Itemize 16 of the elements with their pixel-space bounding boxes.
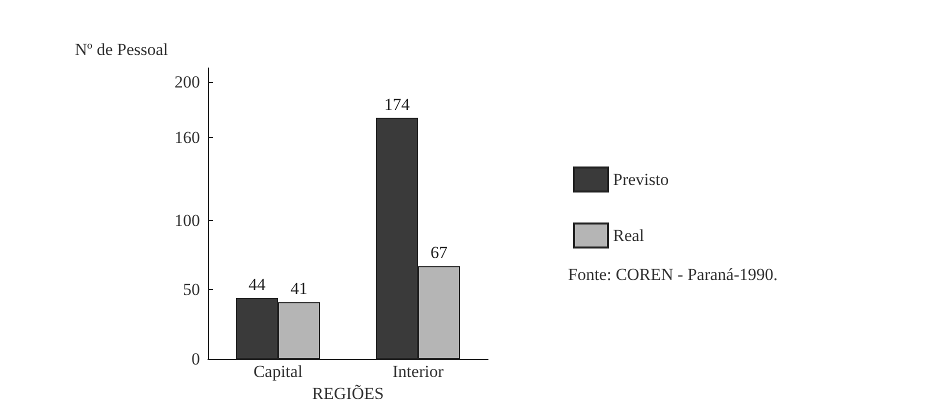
y-tick-label: 100 <box>174 210 200 230</box>
legend-label: Previsto <box>613 170 669 189</box>
x-tick-label: Capital <box>253 362 303 381</box>
source-note: Fonte: COREN - Paraná-1990. <box>568 265 778 284</box>
x-axis-title: REGIÕES <box>312 384 384 403</box>
y-tick-label: 160 <box>174 128 200 147</box>
data-label: 41 <box>290 279 308 298</box>
y-tick-label: 50 <box>183 280 200 300</box>
data-label: 174 <box>384 94 410 114</box>
x-tick-label: Interior <box>392 362 444 381</box>
y-tick-label: 0 <box>192 350 200 368</box>
legend-label: Real <box>613 226 644 245</box>
y-axis-title: Nº de Pessoal <box>74 40 168 59</box>
y-tick-label: 200 <box>174 72 200 92</box>
data-label: 67 <box>430 243 448 262</box>
data-label: 44 <box>248 275 266 294</box>
